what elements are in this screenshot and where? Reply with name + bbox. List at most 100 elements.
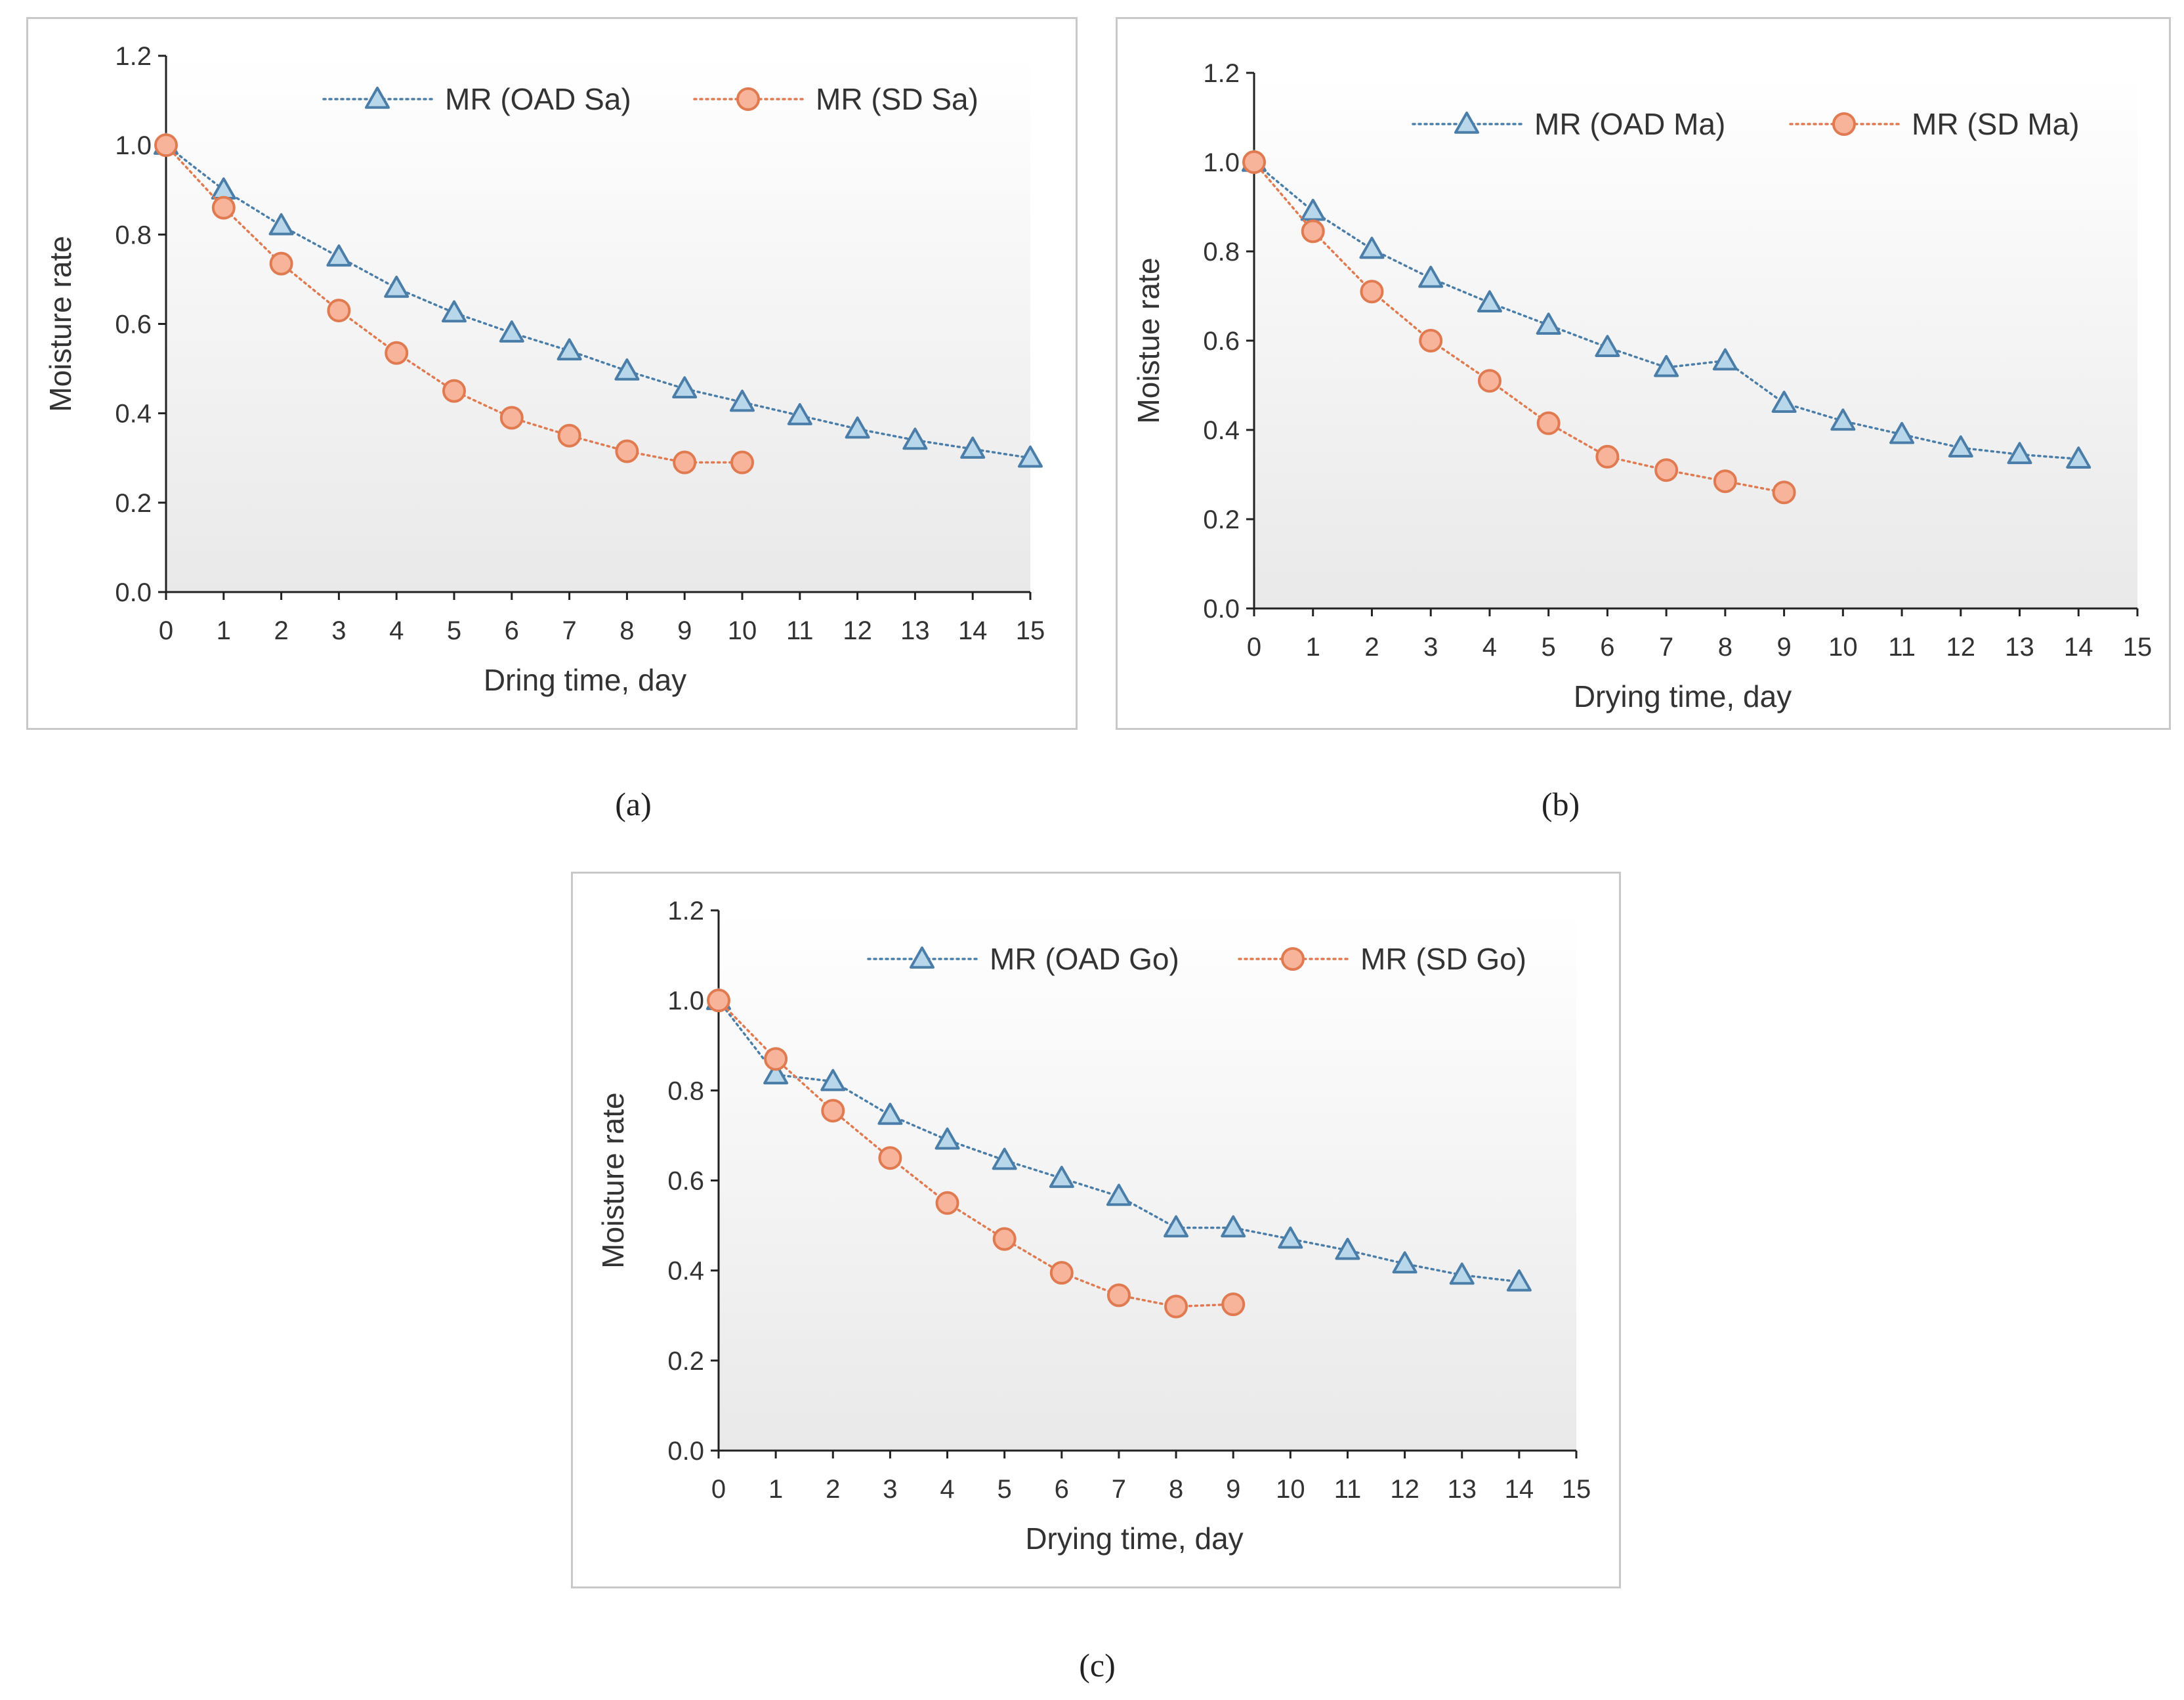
x-tick-label: 15 [1016,616,1045,645]
data-point-triangle [1506,1269,1532,1292]
x-axis-title: Drying time, day [1025,1521,1243,1556]
y-tick-label: 1.0 [1203,148,1240,177]
data-point-circle [1595,444,1620,469]
data-point-triangle [556,338,582,361]
x-tick-label: 11 [1888,633,1916,662]
caption-b: (b) [1541,786,1580,822]
data-point-circle [1360,280,1384,304]
data-point-triangle [960,436,986,459]
data-point-circle [499,406,524,430]
legend-marker-triangle [910,946,934,969]
x-tick-label: 10 [1828,633,1858,662]
data-point-circle [1713,469,1737,494]
data-point-triangle [845,416,870,439]
x-tick-label: 1 [1306,633,1320,662]
x-tick-label: 9 [1776,633,1791,662]
y-tick-label: 0.8 [115,221,152,249]
data-point-triangle [820,1069,846,1092]
data-point-triangle [730,389,755,412]
x-tick-label: 4 [389,616,404,645]
data-point-triangle [1106,1183,1131,1206]
y-tick-label: 0.0 [667,1437,704,1466]
data-point-triangle [763,1062,789,1085]
data-point-circle [1772,480,1796,505]
data-point-circle [1221,1292,1246,1317]
x-tick-label: 6 [505,616,519,645]
y-tick-label: 1.2 [115,42,152,71]
y-axis-title: Moisture rate [43,236,77,412]
data-point-triangle [1830,408,1856,431]
x-tick-label: 10 [728,616,757,645]
x-tick-label: 2 [826,1475,840,1504]
x-tick-label: 6 [1600,633,1614,662]
data-point-circle [327,299,351,323]
x-tick-label: 7 [1659,633,1673,662]
y-tick-label: 0.8 [667,1076,704,1105]
x-tick-label: 0 [159,616,173,645]
data-point-circle [730,450,754,475]
x-tick-label: 11 [786,616,814,645]
data-point-triangle [934,1127,960,1150]
legend-label: MR (OAD Sa) [445,82,631,116]
data-point-triangle [2066,446,2091,469]
y-tick-label: 0.2 [1203,505,1240,534]
data-point-triangle [326,244,352,267]
data-point-circle [1106,1283,1131,1307]
data-point-circle [878,1146,902,1170]
data-point-triangle [442,300,467,323]
x-tick-label: 14 [1505,1475,1534,1504]
legend-label: MR (SD Ma) [1912,107,2080,141]
x-tick-label: 0 [1247,633,1261,662]
caption-a: (a) [615,786,652,822]
x-tick-label: 2 [274,616,288,645]
data-point-triangle [1477,290,1502,312]
data-point-triangle [992,1147,1017,1170]
data-point-triangle [1359,236,1385,259]
legend-marker-triangle [365,87,390,109]
y-tick-label: 0.6 [1203,327,1240,356]
data-point-circle [673,450,697,475]
y-tick-label: 0.6 [115,310,152,339]
data-point-triangle [1712,348,1738,371]
data-point-triangle [384,276,410,298]
data-point-triangle [1164,1215,1189,1238]
x-tick-label: 1 [217,616,231,645]
x-tick-label: 13 [900,616,930,645]
data-point-triangle [1221,1215,1246,1238]
data-point-circle [1477,369,1502,393]
data-point-triangle [787,403,812,425]
data-point-circle [269,251,293,276]
x-tick-label: 3 [1423,633,1438,662]
data-point-triangle [1449,1262,1475,1285]
y-axis-title: Moisture rate [596,1092,630,1268]
y-tick-label: 0.4 [1203,416,1240,445]
data-point-circle [1654,458,1679,482]
x-tick-label: 15 [2123,633,2152,662]
x-tick-label: 5 [998,1475,1012,1504]
x-tick-label: 2 [1364,633,1379,662]
data-point-triangle [268,213,294,236]
y-tick-label: 0.6 [667,1167,704,1196]
legend-marker-circle [1281,947,1305,971]
chart-panel-a: 0.0 0.2 0.4 0.6 0.8 1.0 1.2 0 1 2 3 4 5 6 7 8 9 10 11 12 13 1… [26,17,1078,730]
x-tick-label: 5 [1542,633,1556,662]
legend-label: MR (OAD Go) [990,942,1179,976]
series-line-circle [717,999,1234,1308]
chart-c: 0.00.20.40.60.81.01.20 1 2 3 4 5 6 7 8 9 10 11 12 13 1… [596,897,1591,1556]
x-tick-label: 12 [1946,633,1976,662]
chart-a: 0.00.20.40.60.81.01.20 1 2 3 4 5 6 7 8 9 10 11 12 13 1… [43,42,1045,697]
data-point-circle [935,1191,959,1215]
series-line-circle [1253,161,1786,494]
x-tick-label: 8 [1718,633,1732,662]
legend-label: MR (SD Sa) [816,82,978,116]
data-point-triangle [1049,1166,1074,1188]
data-point-triangle [1018,445,1043,468]
data-point-triangle [1536,312,1561,335]
data-point-circle [1164,1294,1188,1319]
x-tick-label: 7 [562,616,576,645]
y-axis-title: Moistue rate [1131,257,1166,423]
y-tick-label: 1.2 [1203,59,1240,88]
chart-panel-b: 0.0 0.2 0.4 0.6 0.8 1.0 1.2 0 1 2 3 4 5 6 7 8 9 10 11 12 13 1… [1116,17,2171,730]
data-point-triangle [1771,391,1797,413]
x-tick-label: 0 [711,1475,726,1504]
